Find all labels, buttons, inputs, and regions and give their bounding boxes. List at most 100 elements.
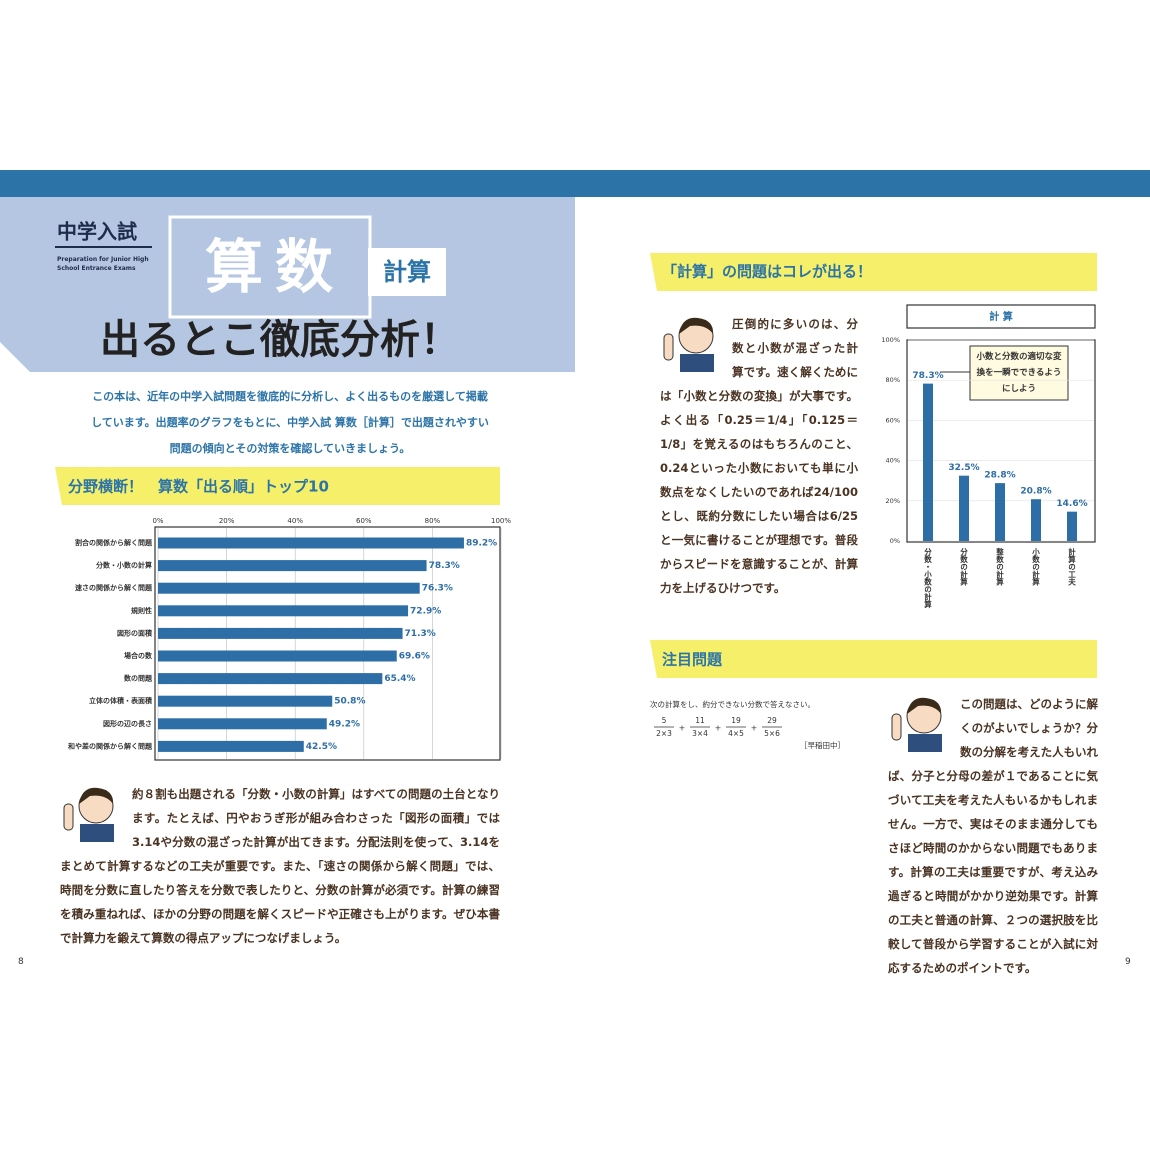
bar xyxy=(995,483,1005,541)
x-tick-label: 0% xyxy=(152,517,163,525)
value-label: 28.8% xyxy=(984,471,1015,481)
value-label: 89.2% xyxy=(466,539,497,549)
title: 出るとこ徹底分析！ xyxy=(100,317,460,363)
denominator: 2×3 xyxy=(656,729,672,738)
bar xyxy=(158,650,397,662)
bar xyxy=(158,582,420,594)
bar xyxy=(158,673,383,685)
bar xyxy=(158,627,403,639)
top-band xyxy=(0,170,1150,197)
subject-box xyxy=(168,215,372,319)
value-label: 65.4% xyxy=(384,674,415,684)
category-label: 割合の関係から解く問題 xyxy=(75,538,153,547)
commentary-block: 圧倒的に多いのは、分数と小数が混ざった計算です。速く解くためには「小数と分数の変… xyxy=(660,312,858,600)
y-tick-label: 100% xyxy=(881,336,900,344)
chart-title: 計 算 xyxy=(989,310,1012,323)
callout-box xyxy=(969,345,1069,401)
denominator: 5×6 xyxy=(764,729,780,738)
value-label: 42.5% xyxy=(306,742,337,752)
bar xyxy=(959,475,969,541)
value-label: 32.5% xyxy=(948,463,979,473)
commentary-block: 約８割も出題される「分数・小数の計算」はすべての問題の土台となります。たとえば、… xyxy=(60,782,500,950)
category-label: 計算の工夫 xyxy=(1067,547,1076,587)
problem-instruction: 次の計算をし、約分できない分数で答えなさい。 xyxy=(650,699,815,709)
denominator: 4×5 xyxy=(728,729,744,738)
value-label: 78.3% xyxy=(912,371,943,381)
y-tick-label: 20% xyxy=(886,497,900,505)
bar xyxy=(158,740,304,752)
heading-bg xyxy=(55,467,500,505)
bar xyxy=(923,383,933,541)
bar xyxy=(158,537,464,549)
page-number: 8 xyxy=(18,957,24,967)
x-tick-label: 80% xyxy=(425,517,441,525)
numerator: 5 xyxy=(662,716,667,725)
numerator: 29 xyxy=(767,716,777,725)
bar xyxy=(158,695,333,707)
chart-frame xyxy=(154,526,501,761)
heading-bg xyxy=(650,640,1097,678)
y-tick-label: 80% xyxy=(886,376,900,384)
section-heading: 「計算」の問題はコレが出る！ xyxy=(662,263,872,281)
x-tick-label: 40% xyxy=(287,517,303,525)
category-label: 立体の体積・表面積 xyxy=(89,696,153,705)
denominator: 3×4 xyxy=(692,729,708,738)
y-tick-label: 60% xyxy=(886,416,900,424)
page-number: 9 xyxy=(1125,957,1131,967)
bar xyxy=(158,560,427,572)
category-label: 速さの関係から解く問題 xyxy=(75,583,153,592)
bar xyxy=(1067,511,1077,541)
bar xyxy=(158,718,327,730)
category-label: 和や差の関係から解く問題 xyxy=(67,741,153,750)
featured-commentary: この問題は、どのように解くのがよいでしょうか？分数の分解を考えた人もいれば、分子… xyxy=(888,697,1098,975)
x-tick-label: 20% xyxy=(219,517,235,525)
chart-title-box xyxy=(906,304,1096,329)
numerator: 11 xyxy=(695,716,705,725)
character-icon xyxy=(663,317,714,372)
category-label: 規則性 xyxy=(131,606,152,615)
value-label: 78.3% xyxy=(429,561,460,571)
y-tick-label: 40% xyxy=(886,457,900,465)
category-label: 分数の計算 xyxy=(959,547,968,587)
topic-badge xyxy=(368,248,446,296)
series-label: 中学入試 xyxy=(57,220,137,244)
value-label: 76.3% xyxy=(422,584,453,594)
bar xyxy=(158,605,409,617)
topic: 計算 xyxy=(383,258,431,286)
series-subtitle: Preparation for Junior High School Entra… xyxy=(57,256,149,272)
commentary-block: この問題は、どのように解くのがよいでしょうか？分数の分解を考えた人もいれば、分子… xyxy=(888,692,1098,980)
operator: + xyxy=(715,724,722,733)
featured-heading: 注目問題 xyxy=(662,651,723,669)
commentary: 約８割も出題される「分数・小数の計算」はすべての問題の土台となります。たとえば、… xyxy=(60,787,500,945)
value-label: 72.9% xyxy=(410,606,441,616)
value-label: 20.8% xyxy=(1020,487,1051,497)
y-tick-label: 0% xyxy=(890,537,900,545)
x-tick-label: 60% xyxy=(356,517,372,525)
category-label: 小数の計算 xyxy=(1031,547,1040,587)
character-icon xyxy=(891,697,942,752)
intro: この本は、近年の中学入試問題を徹底的に分析し、よく出るものを厳選して掲載していま… xyxy=(91,390,489,455)
category-label: 場合の数 xyxy=(124,651,153,660)
subject: 算数 xyxy=(205,233,345,301)
numerator: 19 xyxy=(731,716,741,725)
category-label: 分数・小数の計算 xyxy=(96,561,152,570)
category-label: 整数の計算 xyxy=(995,547,1004,587)
value-label: 49.2% xyxy=(329,719,360,729)
category-label: 数の問題 xyxy=(124,674,153,683)
category-label: 図形の辺の長さ xyxy=(103,719,152,728)
problem-source: ［早稲田中］ xyxy=(800,740,845,750)
value-label: 71.3% xyxy=(405,629,436,639)
bar xyxy=(1031,499,1041,541)
operator: + xyxy=(751,724,758,733)
category-label: 図形の面積 xyxy=(117,628,153,637)
operator: + xyxy=(679,724,686,733)
x-tick-label: 100% xyxy=(491,517,511,525)
value-label: 50.8% xyxy=(334,697,365,707)
value-label: 14.6% xyxy=(1056,499,1087,509)
heading-bg xyxy=(650,253,1097,291)
annotation: 小数と分数の適切な変換を一瞬でできるようにしよう xyxy=(976,352,1062,394)
value-label: 69.6% xyxy=(399,652,430,662)
character-icon xyxy=(63,787,114,842)
